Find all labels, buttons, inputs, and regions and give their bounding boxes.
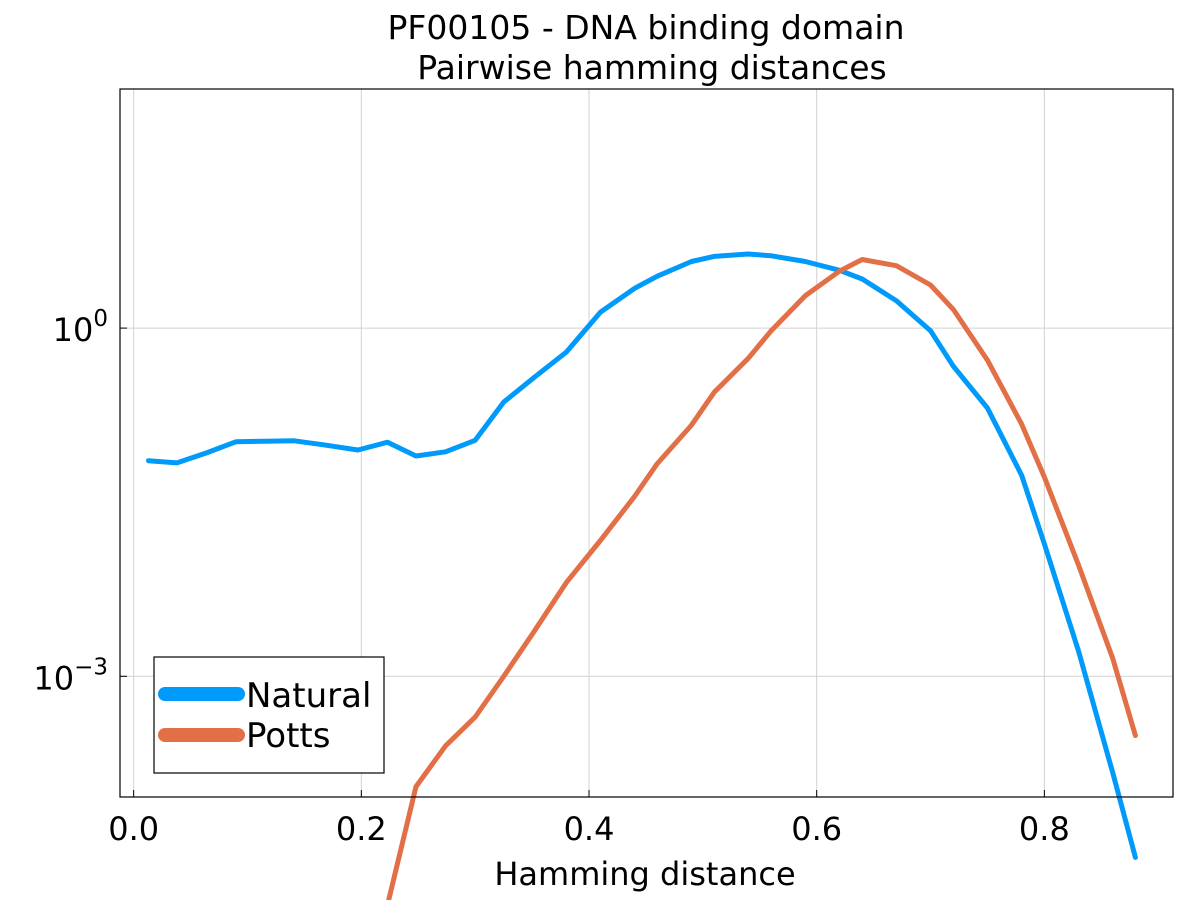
chart-subtitle: Pairwise hamming distances — [417, 48, 887, 87]
y-tick-label-0: 100 — [53, 306, 108, 349]
legend-label-natural: Natural — [246, 676, 371, 716]
y-tick-label-1: 10−3 — [33, 654, 108, 697]
plot-frame — [119, 88, 1174, 798]
y-tick-labels: 100 10−3 — [33, 306, 108, 697]
x-tick-label-3: 0.6 — [791, 810, 842, 848]
x-tick-label-4: 0.8 — [1019, 810, 1070, 848]
y-grid — [120, 327, 1173, 677]
x-axis-label: Hamming distance — [494, 855, 795, 893]
legend: Natural Potts — [153, 656, 385, 774]
x-tick-label-1: 0.2 — [336, 810, 387, 848]
chart-title: PF00105 - DNA binding domain — [388, 8, 905, 47]
series-layer — [146, 251, 1138, 900]
legend-label-potts: Potts — [246, 716, 330, 756]
series-line-potts — [386, 257, 1138, 900]
x-tick-label-0: 0.0 — [108, 810, 159, 848]
x-grid — [133, 89, 1045, 797]
series-line-natural — [146, 251, 1138, 860]
x-tick-labels: 0.0 0.2 0.4 0.6 0.8 — [108, 810, 1070, 848]
x-tick-label-2: 0.4 — [564, 810, 615, 848]
legend-box — [153, 656, 385, 774]
